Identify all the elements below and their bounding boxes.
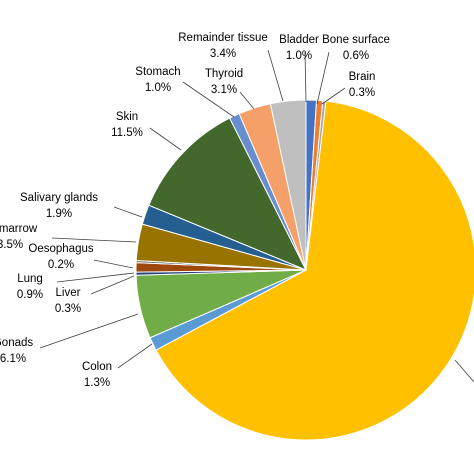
slice-value-bladder: 1.0% bbox=[286, 50, 312, 62]
pie-slices bbox=[135, 99, 474, 441]
leader-line-stomach bbox=[182, 81, 235, 118]
slice-value-remainder-tissue: 3.4% bbox=[210, 48, 236, 60]
slice-value-liver: 0.3% bbox=[55, 303, 81, 315]
slice-value-lung: 0.9% bbox=[17, 289, 43, 301]
slice-value-salivary-glands: 1.9% bbox=[46, 208, 72, 220]
leader-line-gonads bbox=[39, 313, 139, 349]
slice-value-bone-surface: 0.6% bbox=[343, 50, 369, 62]
leader-line-remainder-tissue bbox=[267, 49, 284, 102]
slice-label-liver: Liver bbox=[56, 287, 81, 299]
pie-slice-skin bbox=[148, 117, 308, 271]
slice-value-colon: 1.3% bbox=[84, 377, 110, 389]
leader-line-thyroid bbox=[239, 91, 255, 110]
leader-line-lung bbox=[56, 272, 135, 283]
leader-line-oesophagus bbox=[93, 259, 134, 269]
slice-value-gonads: 6.1% bbox=[0, 353, 26, 365]
slice-value-thyroid: 3.1% bbox=[211, 84, 237, 96]
leader-line-bladder bbox=[304, 51, 307, 103]
slice-label-colon: Colon bbox=[82, 361, 112, 373]
slice-label-remainder-tissue: Remainder tissue bbox=[178, 32, 267, 44]
leader-line-skin bbox=[149, 127, 182, 151]
slice-value-brain: 0.3% bbox=[349, 87, 375, 99]
leader-line-salivary-glands bbox=[113, 206, 143, 218]
slice-label-skin: Skin bbox=[116, 111, 138, 123]
slice-value-ne-marrow: 3.5% bbox=[0, 239, 23, 251]
slice-label-lung: Lung bbox=[17, 273, 43, 285]
slice-value-skin: 11.5% bbox=[111, 127, 143, 139]
leader-line-colon bbox=[117, 343, 153, 369]
leader-line-breast bbox=[454, 359, 474, 383]
slice-label-brain: Brain bbox=[349, 71, 376, 83]
slice-label-oesophagus: Oesophagus bbox=[28, 243, 93, 255]
slice-label-ne-marrow: ne marrow bbox=[0, 223, 38, 235]
leader-line-liver bbox=[90, 275, 135, 295]
slice-label-gonads: Gonads bbox=[0, 337, 33, 349]
slice-value-stomach: 1.0% bbox=[145, 82, 171, 94]
leader-line-bone-surface bbox=[316, 51, 330, 105]
slice-label-bone-surface: Bone surface bbox=[322, 34, 390, 46]
slice-label-stomach: Stomach bbox=[135, 66, 180, 78]
slice-value-oesophagus: 0.2% bbox=[48, 259, 74, 271]
slice-label-thyroid: Thyroid bbox=[205, 68, 243, 80]
pie-slice-breast bbox=[155, 100, 474, 441]
slice-label-bladder: Bladder bbox=[279, 34, 319, 46]
slice-labels: Bladder 1.0% Bone surface 0.6% Brain 0.3% Colo… bbox=[0, 32, 390, 389]
leader-lines bbox=[39, 49, 474, 383]
leader-line-brain bbox=[321, 87, 346, 105]
leader-line-ne-marrow bbox=[51, 237, 137, 243]
slice-label-salivary-glands: Salivary glands bbox=[20, 192, 98, 204]
